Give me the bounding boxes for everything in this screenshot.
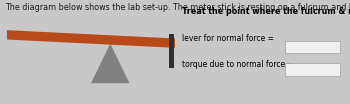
FancyBboxPatch shape: [285, 41, 340, 53]
Polygon shape: [91, 44, 130, 83]
Text: lever for normal force =: lever for normal force =: [182, 34, 274, 43]
FancyBboxPatch shape: [285, 63, 340, 76]
Text: Treat the point where the fulcrum & meter stick: Treat the point where the fulcrum & mete…: [182, 7, 350, 16]
Bar: [169, 34, 174, 68]
Polygon shape: [7, 30, 175, 48]
Text: The diagram below shows the lab set-up. The meter stick is resting on a fulcrum : The diagram below shows the lab set-up. …: [5, 3, 350, 12]
Text: torque due to normal force =: torque due to normal force =: [182, 60, 294, 69]
